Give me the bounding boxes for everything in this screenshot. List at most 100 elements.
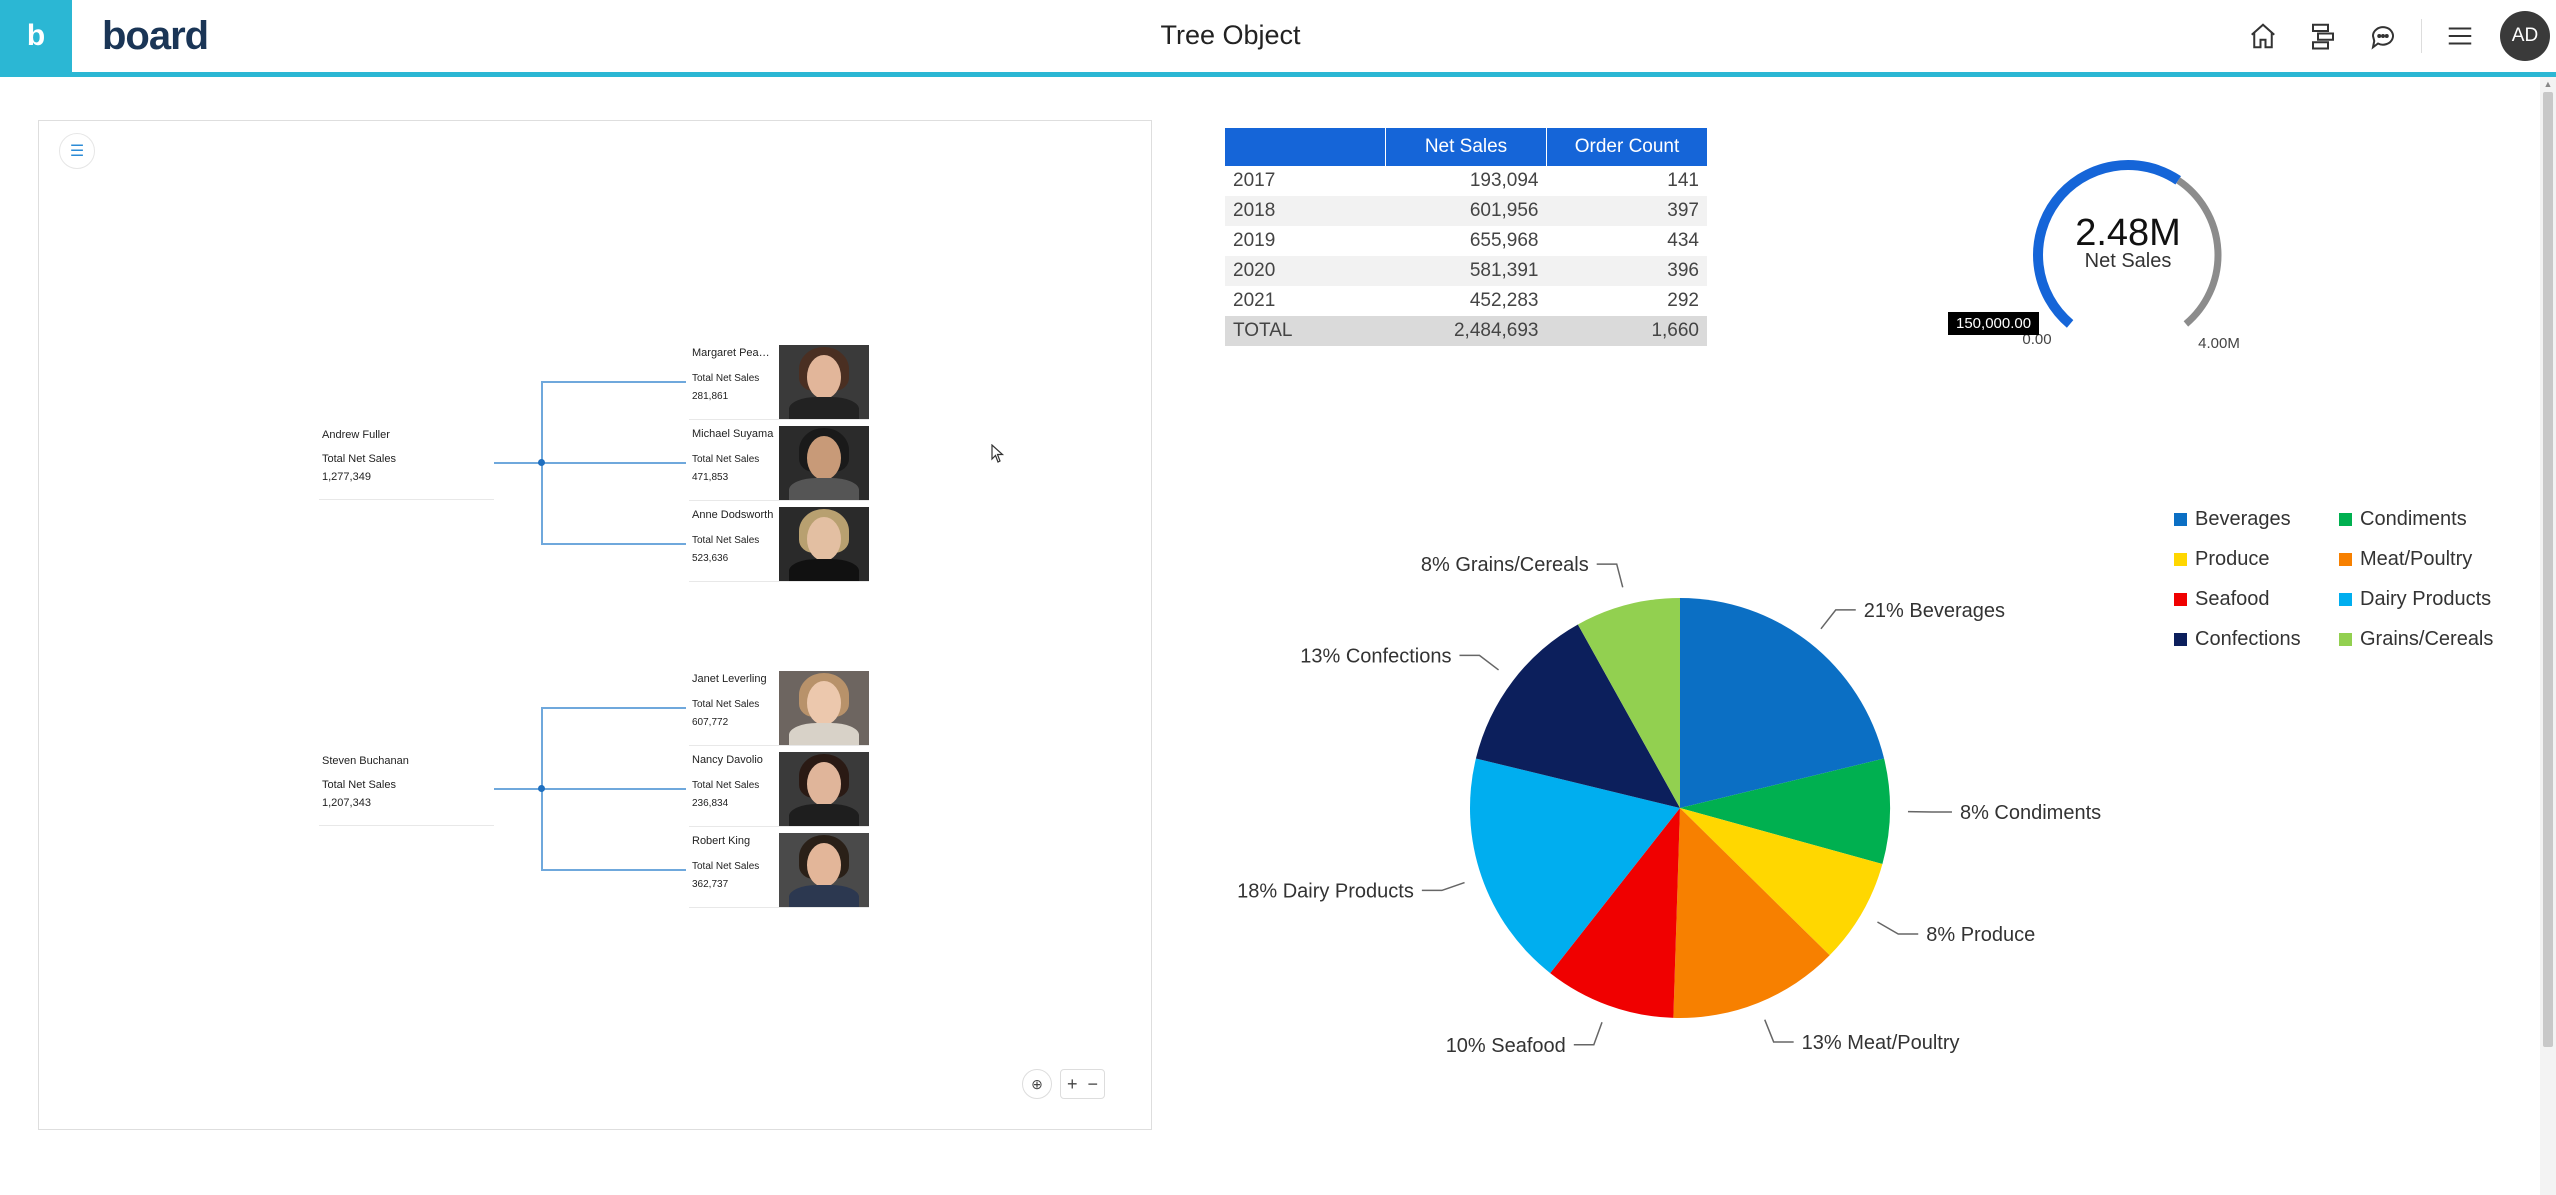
node-metric-value: 1,277,349 — [322, 471, 371, 483]
zoom-out-icon[interactable]: − — [1087, 1073, 1099, 1094]
row-order-count: 141 — [1667, 170, 1699, 191]
grid-header-net-sales[interactable]: Net Sales — [1385, 128, 1547, 166]
tree-child-node[interactable]: Michael Suyama Total Net Sales 471,853 — [689, 426, 869, 501]
pie-data-label: 8% Produce — [1926, 924, 2035, 946]
row-net-sales: 655,968 — [1469, 230, 1539, 251]
legend-swatch — [2339, 633, 2352, 646]
tree-connector — [494, 788, 579, 790]
row-year: 2020 — [1225, 256, 1386, 286]
tree-zoom-controls: ⊕ + − — [1022, 1069, 1106, 1099]
grid-header-blank — [1225, 128, 1386, 166]
scroll-up-arrow-icon[interactable]: ▲ — [2543, 79, 2553, 89]
table-row[interactable]: 2021 452,283 292 — [1225, 286, 1707, 316]
pie-label-leader — [1459, 654, 1500, 671]
tree-connector — [541, 869, 686, 871]
zoom-in-icon[interactable]: + — [1067, 1073, 1078, 1094]
legend-swatch — [2339, 553, 2352, 566]
tree-connector — [541, 707, 686, 709]
node-metric-label: Total Net Sales — [322, 779, 396, 791]
table-row[interactable]: 2019 655,968 434 — [1225, 226, 1707, 256]
legend-item-beverages[interactable]: Beverages — [2174, 508, 2339, 531]
legend-item-grains-cereals[interactable]: Grains/Cereals — [2339, 628, 2504, 651]
table-row[interactable]: 2017 193,094 141 — [1225, 166, 1707, 196]
node-name: Steven Buchanan — [322, 755, 409, 767]
node-name: Robert King — [692, 835, 751, 847]
tree-node-dot — [538, 459, 545, 466]
pie-label-leader — [1877, 921, 1919, 935]
employee-photo — [779, 345, 869, 419]
top-toolbar: AD — [2233, 0, 2556, 72]
pie-slice-beverages[interactable] — [1680, 598, 1885, 808]
pie-slice-meat-poultry[interactable] — [1673, 808, 1830, 1018]
legend-swatch — [2339, 513, 2352, 526]
pie-slice-produce[interactable] — [1680, 808, 1883, 956]
gauge-tooltip: 150,000.00 — [1948, 312, 2040, 335]
node-name: Janet Leverling — [692, 673, 767, 685]
tree-menu-icon[interactable]: ☰ — [59, 133, 95, 169]
row-year: 2017 — [1233, 170, 1276, 191]
grid-header-row: Net Sales Order Count — [1225, 128, 1707, 166]
pie-slice-grains-cereals[interactable] — [1577, 598, 1680, 808]
legend-label: Produce — [2195, 548, 2270, 570]
pie-slice-condiments[interactable] — [1680, 758, 1890, 864]
pie-slice-confections[interactable] — [1475, 624, 1680, 808]
pie-data-label: 13% Confections — [1300, 645, 1451, 667]
grid-header-order-count[interactable]: Order Count — [1546, 128, 1707, 166]
net-sales-gauge: 2.48M Net Sales 0.00 4.00M — [2022, 160, 2240, 352]
legend-item-confections[interactable]: Confections — [2174, 628, 2339, 651]
legend-label: Seafood — [2195, 588, 2270, 610]
tree-child-node[interactable]: Nancy Davolio Total Net Sales 236,834 — [689, 752, 869, 827]
pie-slice-seafood[interactable] — [1550, 808, 1680, 1018]
tree-child-node[interactable]: Robert King Total Net Sales 362,737 — [689, 833, 869, 908]
node-metric-label: Total Net Sales — [692, 373, 760, 384]
legend-label: Beverages — [2195, 508, 2291, 530]
employee-photo — [779, 833, 869, 907]
tree-child-node[interactable]: Margaret Peacoc... Total Net Sales 281,8… — [689, 345, 869, 420]
tree-root-node[interactable]: Andrew Fuller Total Net Sales 1,277,349 — [319, 425, 494, 500]
legend-swatch — [2174, 553, 2187, 566]
row-year: 2021 — [1233, 290, 1276, 311]
legend-item-dairy-products[interactable]: Dairy Products — [2339, 588, 2504, 611]
node-name: Michael Suyama — [692, 428, 774, 440]
home-icon[interactable] — [2233, 6, 2293, 66]
brand-logo[interactable]: board — [102, 14, 209, 58]
legend-item-produce[interactable]: Produce — [2174, 548, 2339, 571]
row-net-sales: 581,391 — [1385, 256, 1547, 286]
legend-item-seafood[interactable]: Seafood — [2174, 588, 2339, 611]
gauge-label: Net Sales — [2085, 250, 2172, 272]
gauge-min-label: 0.00 — [2022, 331, 2051, 348]
recenter-icon[interactable]: ⊕ — [1022, 1069, 1052, 1099]
node-metric-value: 607,772 — [692, 717, 729, 728]
hamburger-menu-icon[interactable] — [2430, 6, 2490, 66]
node-metric-value: 236,834 — [692, 798, 729, 809]
app-logo-tile[interactable]: b — [0, 0, 72, 72]
table-total-row[interactable]: TOTAL 2,484,693 1,660 — [1225, 316, 1707, 346]
tree-child-node[interactable]: Janet Leverling Total Net Sales 607,772 — [689, 671, 869, 746]
tree-connector — [541, 381, 686, 383]
row-order-count: 434 — [1667, 230, 1699, 251]
tree-connector — [541, 543, 686, 545]
pie-slice-dairy-products[interactable] — [1470, 758, 1680, 974]
tree-child-node[interactable]: Anne Dodsworth Total Net Sales 523,636 — [689, 507, 869, 582]
total-label: TOTAL — [1225, 316, 1386, 346]
header-accent-line — [0, 72, 2556, 77]
table-row[interactable]: 2018 601,956 397 — [1225, 196, 1707, 226]
toolbar-divider — [2421, 19, 2422, 53]
tree-object-panel: ☰ Andrew Fuller Total Net Sales 1,277,34… — [38, 120, 1152, 1130]
pie-data-label: 21% Beverages — [1864, 600, 2005, 622]
table-row[interactable]: 2020 581,391 396 — [1225, 256, 1707, 286]
pie-label-leader — [1573, 1021, 1603, 1046]
tree-structure-icon[interactable] — [2293, 6, 2353, 66]
page-scrollbar-thumb[interactable] — [2543, 92, 2553, 1047]
legend-item-meat-poultry[interactable]: Meat/Poultry — [2339, 548, 2504, 571]
tree-root-node[interactable]: Steven Buchanan Total Net Sales 1,207,34… — [319, 751, 494, 826]
comment-icon[interactable] — [2353, 6, 2413, 66]
row-year: 2019 — [1233, 230, 1276, 251]
pie-label-leader — [1820, 609, 1856, 630]
user-avatar[interactable]: AD — [2500, 11, 2550, 61]
top-bar: b board Tree Object AD — [0, 0, 2556, 72]
legend-item-condiments[interactable]: Condiments — [2339, 508, 2504, 531]
legend-label: Dairy Products — [2360, 588, 2492, 610]
node-name: Margaret Peacoc... — [692, 347, 774, 359]
page-title: Tree Object — [1160, 20, 1301, 50]
